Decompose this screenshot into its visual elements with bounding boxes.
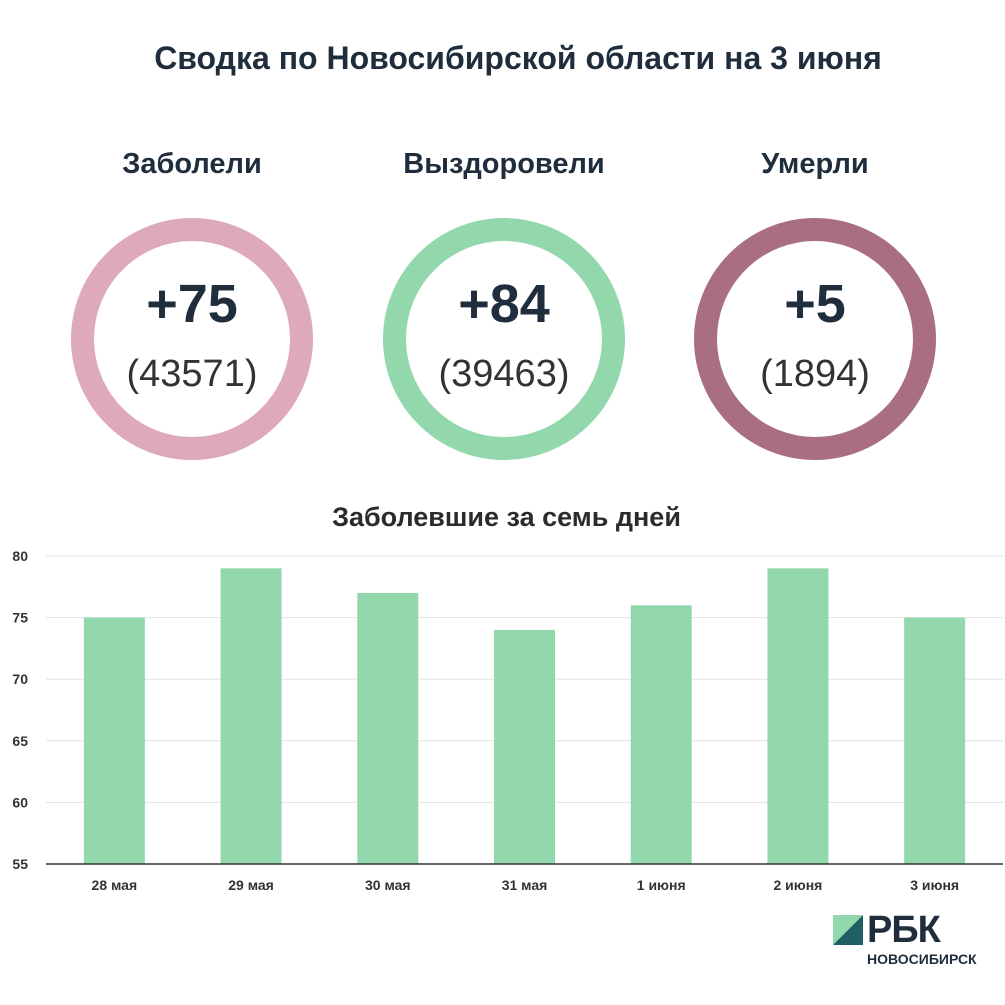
- stat-recovered: Выздоровели +84 (39463): [379, 148, 629, 460]
- y-tick-label: 55: [12, 856, 28, 872]
- stat-delta: +5: [784, 274, 846, 334]
- stat-total: (39463): [438, 353, 570, 395]
- ring-deaths: +5 (1894): [694, 218, 936, 460]
- y-tick-label: 65: [12, 733, 28, 749]
- x-tick-label: 31 мая: [502, 877, 548, 893]
- y-tick-label: 60: [12, 794, 28, 810]
- x-tick-label: 29 мая: [228, 877, 274, 893]
- x-tick-label: 30 мая: [365, 877, 411, 893]
- logo-city: НОВОСИБИРСК: [867, 951, 977, 967]
- stat-total: (43571): [126, 353, 258, 395]
- ring-cases: +75 (43571): [71, 218, 313, 460]
- x-tick-label: 3 июня: [910, 877, 959, 893]
- bar: [494, 629, 555, 864]
- y-tick-label: 70: [12, 671, 28, 687]
- rbc-logo: РБК НОВОСИБИРСК: [833, 909, 998, 970]
- bar: [220, 568, 282, 864]
- chart-title: Заболевшие за семь дней: [332, 502, 681, 532]
- stat-delta: +75: [146, 274, 238, 334]
- y-tick-label: 75: [12, 610, 28, 626]
- bar: [904, 617, 966, 864]
- bar: [630, 605, 692, 864]
- stat-cases: Заболели +75 (43571): [67, 148, 317, 460]
- bar: [357, 592, 419, 864]
- stat-label: Выздоровели: [403, 148, 605, 180]
- x-tick-label: 1 июня: [637, 877, 686, 893]
- stat-total: (1894): [760, 353, 870, 395]
- bar: [83, 617, 145, 864]
- stat-label: Умерли: [761, 148, 869, 180]
- stat-label: Заболели: [122, 148, 262, 180]
- stat-deaths: Умерли +5 (1894): [690, 148, 940, 460]
- rbc-logo-mark-icon: [833, 915, 863, 945]
- logo-brand: РБК: [867, 909, 941, 951]
- stat-delta: +84: [458, 274, 550, 334]
- bar-chart: 55 60 65 70 75 80 28 мая 29 мая 30 мая 31 мая 1 ию…: [12, 548, 1003, 893]
- bar: [767, 568, 829, 864]
- page-title: Сводка по Новосибирской области на 3 июн…: [154, 40, 882, 76]
- x-tick-label: 2 июня: [773, 877, 822, 893]
- y-tick-label: 80: [12, 548, 28, 564]
- x-tick-label: 28 мая: [92, 877, 138, 893]
- ring-recovered: +84 (39463): [383, 218, 625, 460]
